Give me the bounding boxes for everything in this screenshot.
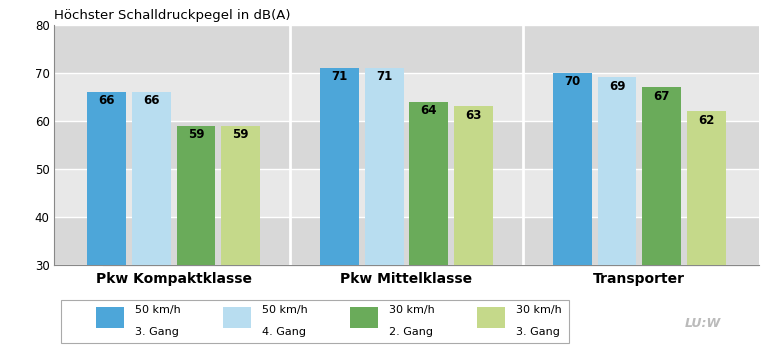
Text: 69: 69 (609, 80, 625, 93)
Bar (54, 73, 759, 121)
Text: 59: 59 (188, 128, 204, 141)
Text: Pkw Mittelklasse: Pkw Mittelklasse (341, 272, 472, 286)
FancyBboxPatch shape (96, 307, 124, 328)
Bar (365, 68, 403, 265)
Bar (87, 92, 126, 265)
Text: LU:W: LU:W (685, 317, 721, 330)
Bar (176, 126, 216, 265)
Bar (221, 126, 260, 265)
Text: 4. Gang: 4. Gang (262, 327, 306, 337)
Bar (410, 101, 448, 265)
Text: 59: 59 (232, 128, 249, 141)
Bar (553, 73, 592, 265)
Text: 3. Gang: 3. Gang (516, 327, 560, 337)
Text: 67: 67 (653, 89, 670, 102)
Text: 50 km/h: 50 km/h (135, 306, 180, 315)
Text: 71: 71 (376, 70, 392, 83)
Text: 30 km/h: 30 km/h (516, 306, 561, 315)
Text: Höchster Schalldruckpegel in dB(A): Höchster Schalldruckpegel in dB(A) (54, 9, 290, 22)
Text: 70: 70 (565, 75, 581, 88)
Text: 62: 62 (698, 114, 715, 126)
Text: 71: 71 (331, 70, 347, 83)
Text: 66: 66 (143, 94, 160, 107)
Text: Transporter: Transporter (594, 272, 686, 286)
Bar (454, 106, 493, 265)
FancyBboxPatch shape (223, 307, 252, 328)
Text: 3. Gang: 3. Gang (135, 327, 179, 337)
Bar (54, 169, 759, 217)
Bar (54, 217, 759, 265)
Text: 50 km/h: 50 km/h (262, 306, 308, 315)
Bar (642, 87, 681, 265)
Bar (687, 111, 726, 265)
Bar (54, 25, 759, 73)
Bar (132, 92, 171, 265)
FancyBboxPatch shape (61, 300, 569, 342)
FancyBboxPatch shape (477, 307, 505, 328)
Text: 2. Gang: 2. Gang (389, 327, 433, 337)
Text: 63: 63 (466, 109, 482, 122)
FancyBboxPatch shape (350, 307, 378, 328)
Bar (320, 68, 359, 265)
Text: 66: 66 (98, 94, 115, 107)
Text: 30 km/h: 30 km/h (389, 306, 435, 315)
Text: 64: 64 (420, 104, 437, 117)
Bar (597, 77, 637, 265)
Bar (54, 121, 759, 169)
Text: Pkw Kompaktklasse: Pkw Kompaktklasse (96, 272, 252, 286)
